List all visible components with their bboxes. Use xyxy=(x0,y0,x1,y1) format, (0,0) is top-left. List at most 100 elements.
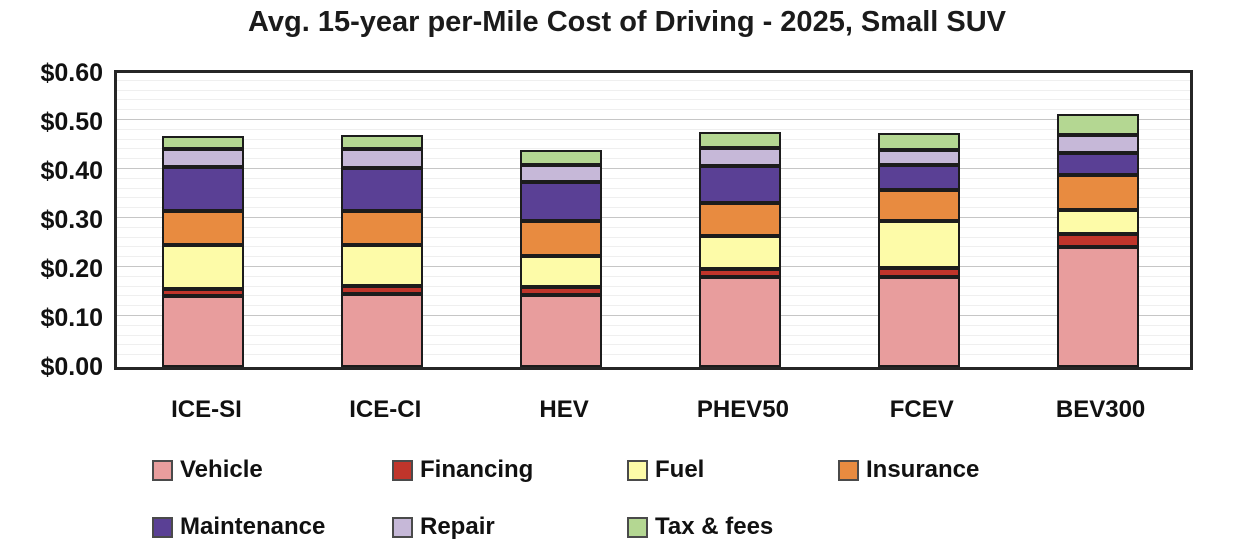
stacked-bar-fcev xyxy=(877,73,960,367)
bar-segment-maintenance xyxy=(877,165,960,191)
bar-segment-fuel xyxy=(698,236,781,269)
bar-segment-vehicle xyxy=(520,294,603,367)
legend-label: Repair xyxy=(420,513,495,540)
bar-segment-vehicle xyxy=(698,277,781,367)
bar-segment-fuel xyxy=(162,244,245,290)
minor-gridline xyxy=(117,256,1190,258)
minor-gridline xyxy=(117,207,1190,209)
y-axis-tick-label: $0.20 xyxy=(40,255,103,283)
major-gridline xyxy=(117,217,1190,218)
legend-label: Tax & fees xyxy=(655,513,774,540)
minor-gridline xyxy=(117,334,1190,336)
legend-item-vehicle: Vehicle xyxy=(152,456,263,483)
major-gridline xyxy=(117,168,1190,169)
x-axis-category-label: BEV300 xyxy=(1055,396,1146,423)
legend-item-financing: Financing xyxy=(392,456,533,483)
legend-item-maintenance: Maintenance xyxy=(152,513,326,540)
legend-swatch xyxy=(392,459,413,481)
minor-gridline xyxy=(117,99,1190,101)
bar-segment-insurance xyxy=(877,190,960,221)
legend-swatch xyxy=(627,459,648,481)
minor-gridline xyxy=(117,128,1190,130)
legend-swatch xyxy=(152,516,173,538)
legend-swatch xyxy=(152,459,173,481)
minor-gridline xyxy=(117,285,1190,287)
bar-segment-repair xyxy=(520,164,603,183)
legend-item-insurance: Insurance xyxy=(838,456,979,483)
bar-segment-tax-fees xyxy=(520,149,603,165)
stacked-bar-hev xyxy=(520,73,603,367)
y-axis-tick-label: $0.30 xyxy=(40,206,103,234)
bar-segment-financing xyxy=(877,268,960,277)
y-axis-tick-label: $0.60 xyxy=(40,59,103,87)
bar-segment-maintenance xyxy=(162,166,245,211)
stacked-bar-ice-si xyxy=(162,73,245,367)
legend-item-repair: Repair xyxy=(392,513,495,540)
legend-swatch xyxy=(838,459,859,481)
bar-segment-fuel xyxy=(520,256,603,288)
bar-segment-maintenance xyxy=(698,165,781,203)
minor-gridline xyxy=(117,89,1190,91)
legend-swatch xyxy=(392,516,413,538)
plot-area xyxy=(114,70,1193,370)
minor-gridline xyxy=(117,79,1190,81)
y-axis-tick-label: $0.40 xyxy=(40,157,103,185)
bar-segment-tax-fees xyxy=(162,135,245,149)
x-axis-category-label: FCEV xyxy=(889,396,954,423)
minor-gridline xyxy=(117,236,1190,238)
minor-gridline xyxy=(117,295,1190,297)
major-gridline xyxy=(117,119,1190,120)
bar-segment-fuel xyxy=(341,245,424,287)
bar-segment-fuel xyxy=(1056,209,1139,235)
legend-item-tax-fees: Tax & fees xyxy=(627,513,774,540)
bar-segment-tax-fees xyxy=(698,131,781,148)
stacked-bar-bev300 xyxy=(1056,73,1139,367)
minor-gridline xyxy=(117,109,1190,111)
minor-gridline xyxy=(117,197,1190,199)
minor-gridline xyxy=(117,226,1190,228)
minor-gridline xyxy=(117,246,1190,248)
stacked-bar-ice-ci xyxy=(341,73,424,367)
minor-gridline xyxy=(117,275,1190,277)
bar-segment-insurance xyxy=(698,202,781,237)
minor-gridline xyxy=(117,138,1190,140)
bar-segment-maintenance xyxy=(520,182,603,222)
bar-segment-vehicle xyxy=(162,296,245,367)
x-axis-category-label: ICE-CI xyxy=(349,396,422,423)
x-axis-category-label: ICE-SI xyxy=(171,396,242,423)
bar-segment-repair xyxy=(341,148,424,168)
chart-title: Avg. 15-year per-Mile Cost of Driving - … xyxy=(248,6,1006,38)
y-axis-tick-label: $0.10 xyxy=(40,304,103,332)
bar-segment-financing xyxy=(341,286,424,295)
bar-segment-tax-fees xyxy=(1056,114,1139,135)
bar-segment-vehicle xyxy=(341,294,424,367)
bar-segment-repair xyxy=(698,148,781,166)
bar-segment-insurance xyxy=(341,211,424,245)
minor-gridline xyxy=(117,187,1190,189)
minor-gridline xyxy=(117,158,1190,160)
bar-segment-repair xyxy=(162,148,245,167)
bar-segment-vehicle xyxy=(1056,246,1139,367)
minor-gridline xyxy=(117,324,1190,326)
bar-segment-maintenance xyxy=(1056,152,1139,175)
stacked-bar-phev50 xyxy=(698,73,781,367)
minor-gridline xyxy=(117,344,1190,346)
bar-segment-financing xyxy=(698,268,781,278)
bar-segment-tax-fees xyxy=(877,133,960,150)
bar-segment-insurance xyxy=(520,221,603,257)
bar-segment-vehicle xyxy=(877,276,960,367)
minor-gridline xyxy=(117,354,1190,356)
major-gridline xyxy=(117,315,1190,316)
legend-swatch xyxy=(627,516,648,538)
bar-segment-tax-fees xyxy=(341,135,424,149)
legend-item-fuel: Fuel xyxy=(627,456,705,483)
legend-label: Fuel xyxy=(655,456,705,483)
bar-segment-maintenance xyxy=(341,167,424,212)
bar-segment-fuel xyxy=(877,221,960,269)
minor-gridline xyxy=(117,305,1190,307)
y-axis-tick-label: $0.50 xyxy=(40,108,103,136)
legend-label: Maintenance xyxy=(180,513,326,540)
bar-segment-repair xyxy=(877,149,960,166)
bar-segment-financing xyxy=(162,289,245,297)
